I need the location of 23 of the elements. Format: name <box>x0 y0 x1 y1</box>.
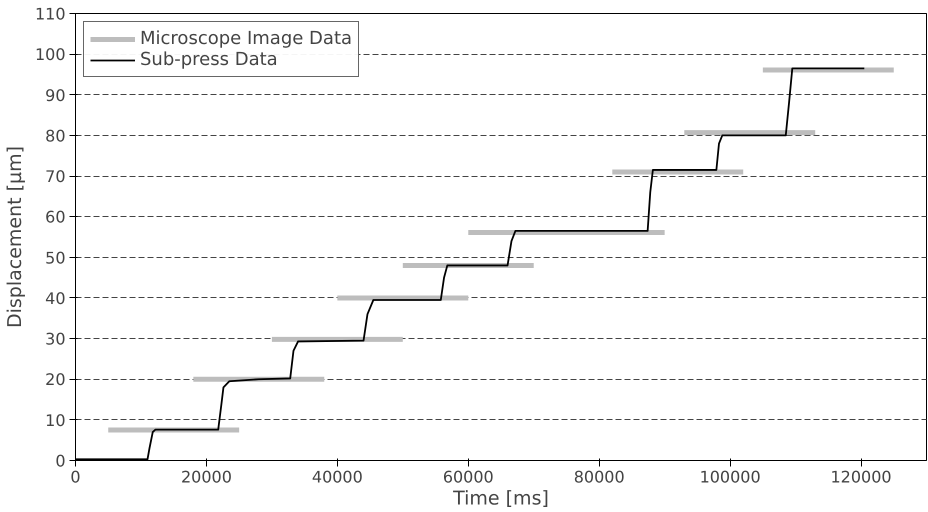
y-tick-label: 80 <box>45 126 66 146</box>
legend-label: Microscope Image Data <box>140 28 352 49</box>
x-tick-label: 80000 <box>574 468 625 486</box>
x-tick-label: 100000 <box>700 468 761 486</box>
y-tick-label: 30 <box>45 330 66 349</box>
y-axis-title: Displacement [μm] <box>4 146 26 328</box>
y-tick-label: 20 <box>45 370 66 390</box>
x-tick-label: 40000 <box>312 468 363 486</box>
y-tick-label: 0 <box>55 452 66 470</box>
y-tick-label: 50 <box>45 248 66 268</box>
legend-label: Sub-press Data <box>140 49 278 70</box>
x-tick-label: 0 <box>70 468 81 486</box>
y-tick-label: 40 <box>45 288 66 308</box>
y-tick-label: 70 <box>45 167 66 186</box>
y-tick-label: 10 <box>45 410 66 430</box>
x-axis-title: Time [ms] <box>452 488 549 510</box>
y-tick-label: 60 <box>45 208 66 227</box>
x-tick-label: 20000 <box>180 468 232 486</box>
y-tick-label: 90 <box>45 86 66 105</box>
y-tick-label: 100 <box>34 45 66 64</box>
x-tick-label: 60000 <box>442 468 494 486</box>
y-tick-label: 110 <box>34 4 66 24</box>
x-tick-label: 120000 <box>830 468 892 486</box>
